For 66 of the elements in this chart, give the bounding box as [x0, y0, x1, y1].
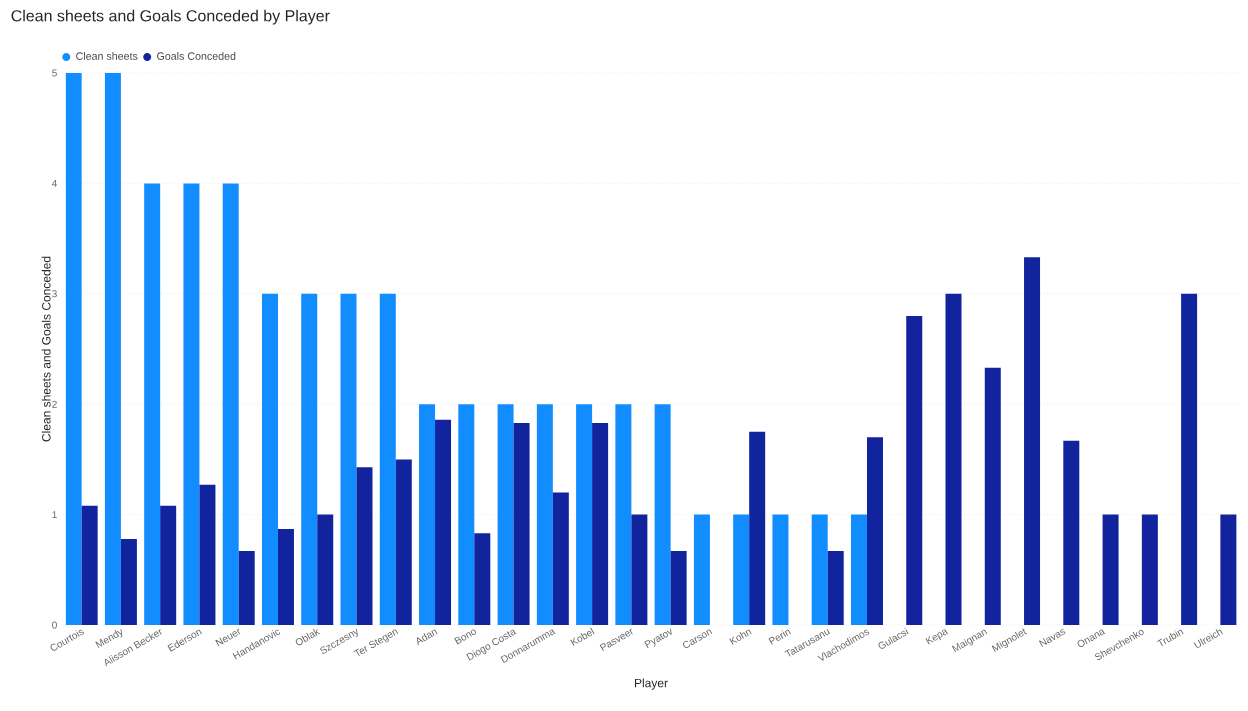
bar	[222, 183, 239, 625]
bar	[1141, 514, 1158, 625]
bar	[827, 551, 844, 625]
bar	[199, 484, 216, 625]
bar	[1102, 514, 1119, 625]
bar	[749, 431, 766, 625]
bar	[419, 404, 436, 625]
bar	[238, 551, 255, 625]
y-axis-title: Clean sheets and Goals Conceded	[41, 256, 51, 442]
y-tick-label: 1	[52, 511, 57, 519]
bar	[435, 419, 452, 625]
bar	[733, 514, 750, 625]
bar	[1063, 440, 1080, 625]
bar	[261, 293, 278, 625]
bar	[160, 505, 177, 625]
y-tick-label: 2	[52, 400, 57, 408]
bar	[65, 73, 82, 625]
bar	[850, 514, 867, 625]
bar	[693, 514, 710, 625]
x-tick-label: Kepa	[925, 629, 949, 645]
x-tick-label: Oblak	[295, 628, 321, 646]
bar	[277, 528, 294, 625]
bar	[144, 183, 161, 625]
bar	[474, 533, 491, 625]
bar	[536, 404, 553, 625]
bar	[301, 293, 318, 625]
bar	[340, 293, 357, 625]
y-tick-label: 0	[52, 621, 57, 629]
bar	[379, 293, 396, 625]
bar	[458, 404, 475, 625]
x-tick-label: Bono	[454, 629, 477, 645]
bar	[81, 505, 98, 625]
bar	[615, 404, 632, 625]
bar	[945, 293, 962, 625]
bar	[356, 467, 373, 625]
bar	[592, 422, 609, 625]
legend-label: Goals Conceded	[157, 52, 236, 60]
bar	[1220, 514, 1237, 625]
x-tick-label: Trubin	[1156, 629, 1184, 647]
y-tick-label: 5	[52, 69, 57, 77]
bar	[984, 367, 1001, 625]
bar	[120, 538, 137, 625]
bar	[104, 73, 121, 625]
x-tick-label: Adan	[416, 629, 438, 646]
bar	[866, 437, 883, 625]
bar	[552, 492, 569, 625]
bar	[576, 404, 593, 625]
bar	[811, 514, 828, 625]
y-tick-label: 4	[51, 179, 57, 187]
bar	[631, 514, 648, 625]
bar	[497, 404, 514, 625]
y-tick-label: 3	[52, 290, 57, 298]
bar	[1024, 257, 1041, 625]
bar	[654, 404, 671, 625]
bar	[772, 514, 789, 625]
bar	[183, 183, 200, 625]
bar	[317, 514, 334, 625]
x-axis-title: Player	[634, 678, 668, 690]
chart-title: Clean sheets and Goals Conceded by Player	[11, 9, 330, 25]
bar	[395, 459, 412, 625]
legend-label: Clean sheets	[76, 52, 138, 60]
bar	[670, 551, 687, 625]
bar	[513, 422, 530, 625]
x-tick-label: Kohn	[729, 629, 752, 645]
bar	[1181, 293, 1198, 625]
bar	[906, 315, 923, 625]
